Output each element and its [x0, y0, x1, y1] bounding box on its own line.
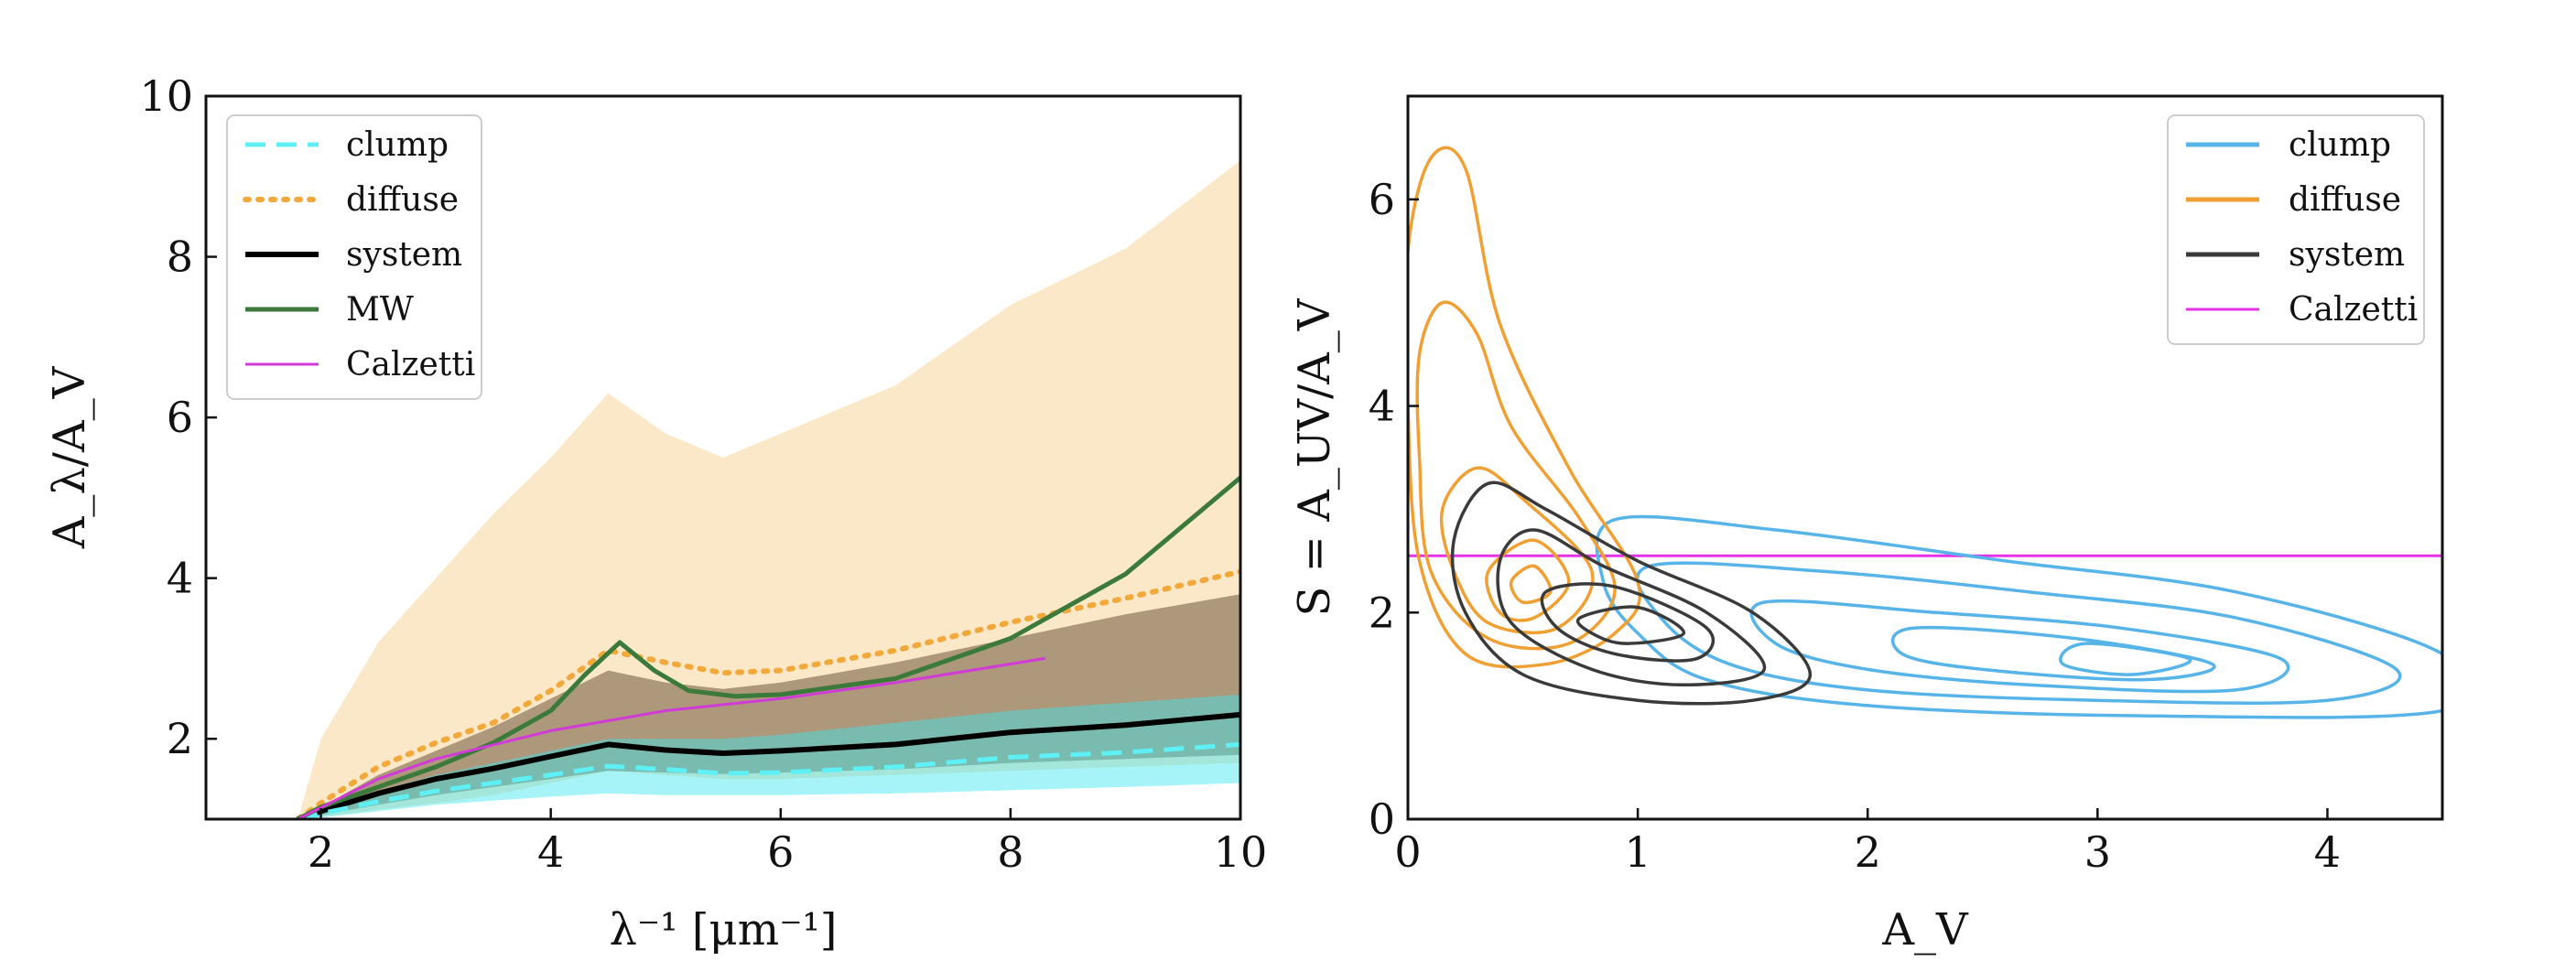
left-plot-area [295, 160, 1240, 819]
right-panel: 0 1 2 3 4 0 2 4 6 A_V S = A_UV/A_V clump diffuse syst… [1289, 94, 2444, 956]
right-ytick-label: 6 [1369, 175, 1395, 224]
band-system [298, 594, 1240, 819]
right-legend-box [2167, 114, 2425, 345]
left-legend-label-calzetti: Calzetti [346, 346, 475, 383]
left-panel: 2 4 6 8 10 2 4 6 8 10 λ⁻¹ [μm⁻¹] A_λ/A_V clump diffus… [44, 71, 1267, 956]
left-legend-box [226, 114, 482, 400]
left-legend: clump diffuse system MW Calzetti [226, 114, 482, 400]
contour-system-level-4 [1575, 605, 1686, 645]
right-legend-label-diffuse: diffuse [2289, 181, 2401, 219]
right-xtick-label: 1 [1624, 827, 1651, 877]
contour-clump-level-2 [1635, 561, 2402, 705]
contour-diffuse-level-5 [1509, 564, 1553, 605]
right-xtick-label: 0 [1394, 827, 1421, 877]
contour-clump-level-1 [1595, 514, 2442, 719]
right-ytick-label: 0 [1369, 794, 1395, 844]
right-ytick-label: 2 [1369, 588, 1395, 637]
left-legend-label-diffuse: diffuse [346, 181, 459, 219]
contour-diffuse-level-2 [1415, 300, 1617, 651]
right-x-axis-label: A_V [1881, 904, 1969, 956]
left-legend-label-clump: clump [346, 126, 449, 164]
left-xtick-label: 6 [767, 827, 794, 877]
contour-diffuse-level-4 [1485, 538, 1571, 622]
right-xtick-label: 4 [2314, 827, 2341, 877]
left-xtick-label: 8 [997, 827, 1023, 877]
right-plot-area [1408, 146, 2442, 719]
series-system [297, 711, 1240, 819]
right-y-axis-label: S = A_UV/A_V [1289, 297, 1340, 616]
right-axes-frame [1406, 94, 2444, 821]
contour-clump-level-3 [1749, 599, 2290, 694]
contour-system-level-2 [1496, 528, 1767, 687]
contour-diffuse-level-3 [1439, 466, 1595, 634]
series-calzetti [297, 656, 1045, 819]
right-xtick-label: 2 [1855, 827, 1881, 877]
contour-system-level-3 [1540, 582, 1716, 663]
right-xtick-label: 3 [2084, 827, 2111, 877]
left-legend-label-mw: MW [346, 291, 414, 329]
left-xtick-label: 2 [308, 827, 334, 877]
series-mw [297, 475, 1240, 819]
series-clump [297, 741, 1240, 819]
left-ytick-label: 8 [167, 232, 193, 282]
left-xtick-label: 10 [1214, 827, 1268, 877]
left-ytick-label: 4 [167, 554, 193, 603]
right-ytick-label: 4 [1369, 382, 1395, 431]
left-axes-frame [204, 94, 1242, 821]
left-legend-label-system: system [346, 236, 462, 274]
right-legend-label-system: system [2289, 236, 2405, 274]
left-y-axis-label: A_λ/A_V [44, 365, 95, 549]
band-clump [298, 694, 1240, 819]
right-legend: clump diffuse system Calzetti [2167, 114, 2425, 345]
contour-clump-level-4 [1890, 625, 2216, 682]
left-xtick-label: 4 [537, 827, 564, 877]
contour-system-level-1 [1450, 480, 1813, 706]
left-x-axis-label: λ⁻¹ [μm⁻¹] [610, 904, 838, 956]
left-ytick-label: 10 [139, 71, 193, 121]
left-ytick-label: 6 [167, 393, 193, 442]
left-ytick-label: 2 [167, 714, 193, 763]
right-legend-label-calzetti: Calzetti [2289, 291, 2418, 329]
right-legend-label-clump: clump [2289, 126, 2391, 164]
contour-clump-level-5 [2059, 642, 2192, 676]
